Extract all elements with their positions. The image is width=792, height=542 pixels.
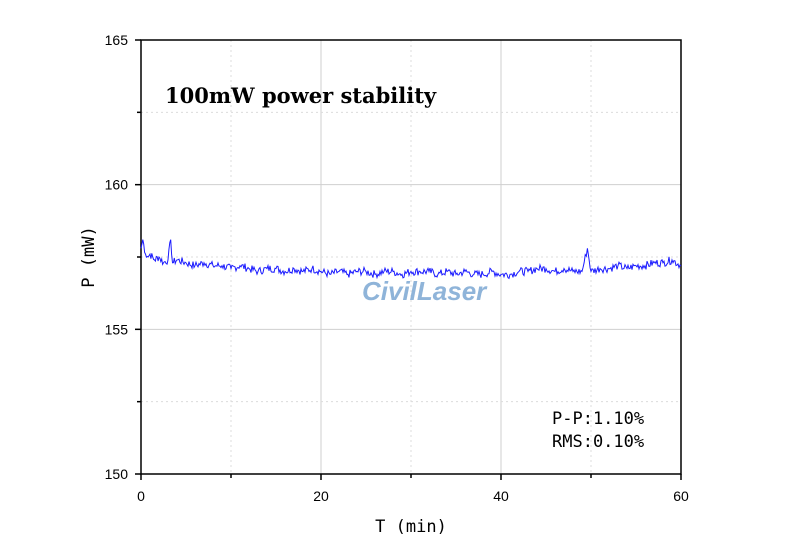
x-tick-label: 20 bbox=[313, 488, 329, 504]
x-tick-label: 40 bbox=[493, 488, 509, 504]
rms-annotation: RMS:0.10% bbox=[552, 432, 644, 452]
watermark-logo: CivilLaser bbox=[362, 276, 488, 306]
x-axis-title: T (min) bbox=[375, 517, 447, 537]
series-line bbox=[140, 239, 682, 280]
y-tick-label: 160 bbox=[105, 177, 129, 193]
y-axis-title: P (mW) bbox=[79, 226, 99, 287]
axis-ticks bbox=[135, 39, 682, 480]
y-tick-label: 155 bbox=[105, 321, 129, 337]
x-tick-label: 0 bbox=[137, 488, 145, 504]
grid-lines bbox=[141, 40, 681, 474]
x-tick-labels: 0 20 40 60 bbox=[137, 488, 689, 504]
peak-to-peak-annotation: P-P:1.10% bbox=[552, 409, 644, 429]
chart-title: 100mW power stability bbox=[165, 83, 437, 108]
x-tick-label: 60 bbox=[673, 488, 689, 504]
y-tick-labels: 150 155 160 165 bbox=[105, 32, 129, 482]
y-tick-label: 165 bbox=[105, 32, 129, 48]
y-tick-label: 150 bbox=[105, 466, 129, 482]
